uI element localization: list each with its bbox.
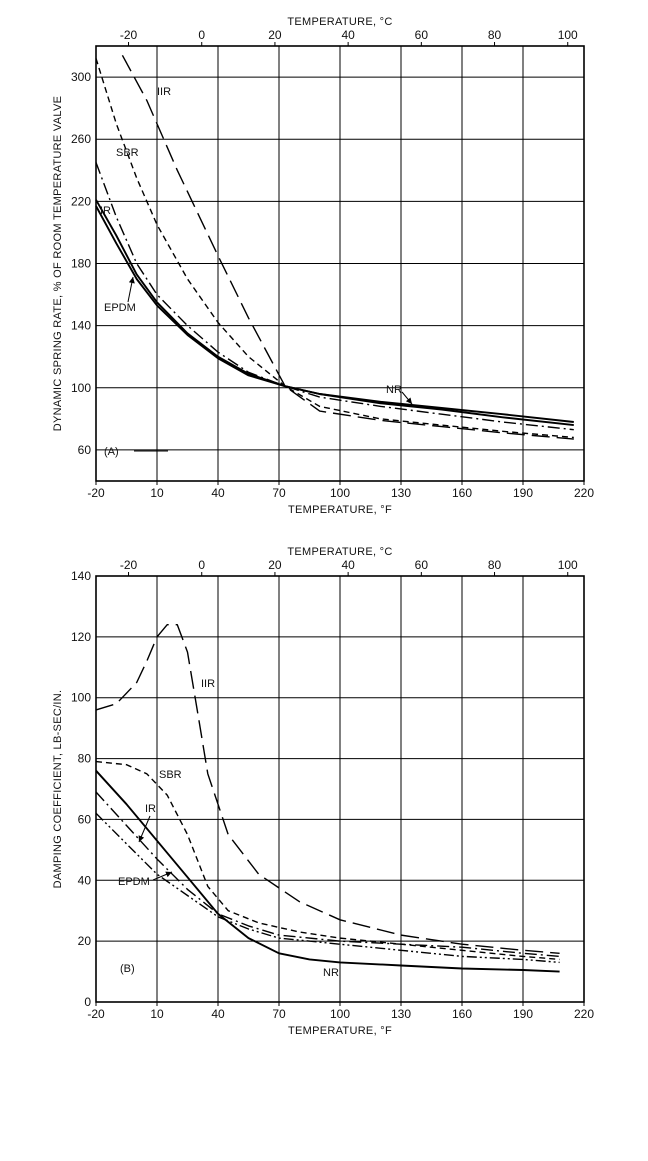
x-tick-label-8: 220 <box>574 486 594 500</box>
y-tick-label-5: 100 <box>71 691 91 705</box>
series-line-sbr <box>95 760 560 961</box>
curve-label-ir: IR <box>145 803 156 815</box>
series-line-iir <box>121 54 574 440</box>
series-line-sbr <box>95 58 574 439</box>
x2-axis-title: TEMPERATURE, °C <box>287 546 392 558</box>
y-tick-label-4: 220 <box>71 194 91 208</box>
y-axis-title: DAMPING COEFFICIENT, LB-SEC/IN. <box>52 690 64 889</box>
series-line-nr <box>95 770 560 973</box>
x-tick-label-6: 160 <box>452 1007 472 1021</box>
series-line-iir <box>95 624 560 954</box>
x2-tick-label-3: 40 <box>341 558 355 572</box>
chart-a: -20 10 40 70 100 130 160 190 220 -20 0 20 40 60 80 100 6… <box>52 16 594 516</box>
x2-tick-label-5: 80 <box>488 558 502 572</box>
x2-tick-label-2: 20 <box>268 558 282 572</box>
y-tick-label-0: 60 <box>78 443 92 457</box>
y-tick-label-4: 80 <box>78 752 92 766</box>
y-tick-label-2: 40 <box>78 873 92 887</box>
series-line-ir <box>95 791 560 958</box>
x2-tick-label-3: 40 <box>341 28 355 42</box>
curve-label-epdm: EPDM <box>104 302 136 314</box>
curve-label-arrowhead-epdm <box>165 871 172 878</box>
x2-tick-label-6: 100 <box>558 558 578 572</box>
x-axis-title: TEMPERATURE, °F <box>288 504 392 516</box>
y-tick-label-3: 180 <box>71 257 91 271</box>
x2-tick-label-4: 60 <box>415 558 429 572</box>
series-line-nr <box>95 205 574 423</box>
x2-tick-label-4: 60 <box>415 28 429 42</box>
x-tick-label-1: 10 <box>150 1007 164 1021</box>
x2-tick-label-5: 80 <box>488 28 502 42</box>
series-line-epdm <box>95 199 574 427</box>
x2-axis-title: TEMPERATURE, °C <box>287 16 392 28</box>
x2-tick-label-1: 0 <box>198 558 205 572</box>
curve-label-ir: IR <box>100 205 111 217</box>
y-tick-label-6: 300 <box>71 70 91 84</box>
chart-b: -20 10 40 70 100 130 160 190 220-20 0 20 40 60 80 1000… <box>52 546 594 1037</box>
x2-tick-label-2: 20 <box>268 28 282 42</box>
y-tick-label-5: 260 <box>71 132 91 146</box>
panel-label: (B) <box>120 963 135 975</box>
x-tick-label-5: 130 <box>391 1007 411 1021</box>
x-tick-label-1: 10 <box>150 486 164 500</box>
x-tick-label-7: 190 <box>513 1007 533 1021</box>
y-tick-label-2: 140 <box>71 319 91 333</box>
y-tick-label-1: 20 <box>78 934 92 948</box>
x2-tick-label-0: -20 <box>120 558 138 572</box>
curve-label-arrowhead-epdm <box>128 277 135 284</box>
curve-label-iir: IIR <box>157 86 171 98</box>
x-tick-label-2: 40 <box>211 486 225 500</box>
x-tick-label-4: 100 <box>330 486 350 500</box>
y-axis-title: DYNAMIC SPRING RATE, % OF ROOM TEMPERATU… <box>52 96 64 431</box>
x2-tick-label-1: 0 <box>198 28 205 42</box>
curve-label-sbr: SBR <box>116 147 139 159</box>
y-tick-label-3: 60 <box>78 812 92 826</box>
panel-label: (A) <box>104 446 119 458</box>
x-tick-label-8: 220 <box>574 1007 594 1021</box>
y-tick-label-0: 0 <box>84 995 91 1009</box>
curve-label-sbr: SBR <box>159 769 182 781</box>
x-axis-title: TEMPERATURE, °F <box>288 1025 392 1037</box>
series-line-epdm <box>95 812 560 964</box>
curve-label-arrowhead-ir <box>138 835 145 842</box>
y-tick-label-6: 120 <box>71 630 91 644</box>
x2-tick-label-0: -20 <box>120 28 138 42</box>
x-tick-label-2: 40 <box>211 1007 225 1021</box>
curve-label-iir: IIR <box>201 678 215 690</box>
curve-label-arrowhead-nr <box>405 397 412 404</box>
x-tick-label-4: 100 <box>330 1007 350 1021</box>
series-line-ir <box>95 162 574 431</box>
x-tick-label-6: 160 <box>452 486 472 500</box>
x-tick-label-0: -20 <box>87 1007 105 1021</box>
y-tick-label-1: 100 <box>71 381 91 395</box>
curve-label-epdm: EPDM <box>118 876 150 888</box>
x-tick-label-7: 190 <box>513 486 533 500</box>
x-tick-label-5: 130 <box>391 486 411 500</box>
x-tick-label-3: 70 <box>272 486 286 500</box>
y-tick-label-7: 140 <box>71 569 91 583</box>
curve-label-nr: NR <box>386 384 402 396</box>
x2-tick-label-6: 100 <box>558 28 578 42</box>
curve-label-nr: NR <box>323 967 339 979</box>
x-tick-label-0: -20 <box>87 486 105 500</box>
x-tick-label-3: 70 <box>272 1007 286 1021</box>
